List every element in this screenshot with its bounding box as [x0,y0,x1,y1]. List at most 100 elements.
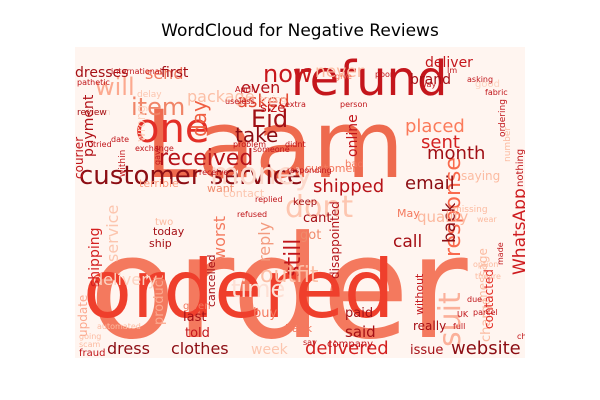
word-way: way [420,80,436,89]
word-day: day [187,100,211,137]
word-reply: reply [255,222,274,262]
word-person: person [340,100,367,109]
word-deliver: deliver [425,55,473,71]
word-theyre: theyre [475,272,501,281]
word-clothes: clothes [171,339,229,358]
word-never: never [315,62,364,82]
word-placed: placed [405,116,465,137]
word-order: order [89,206,468,358]
word-date: date [111,135,129,144]
word-return: return [83,108,111,118]
word-wear: wear [477,215,497,224]
word-worst: worst [210,216,229,260]
word-going: going [79,332,101,341]
word-ship: ship [149,237,172,250]
word-received: received [159,146,253,171]
word-option: option [473,260,498,269]
word-issue: issue [410,343,443,358]
word-even: even [241,78,280,97]
word-replied: replied [255,195,283,204]
word-bank: bank [285,322,313,335]
word-saying: saying [461,169,500,183]
word-quality: quality [417,208,468,226]
word-delay: delay [137,90,162,100]
word-scam: scam [79,340,100,349]
word-one: one [135,106,209,152]
word-wrong: wrong [134,105,148,142]
word-last: last [183,310,206,325]
word-extra: extra [285,100,306,109]
word-paid: paid [345,306,373,321]
word-send: send [145,64,183,83]
word-size: size [260,101,285,116]
word-outfit: outfit [260,263,319,288]
word-shipped: shipped [313,176,384,197]
word-two: two [155,217,173,228]
word-take: take [235,123,278,147]
word-dresses: dresses [75,65,128,81]
word-eid: Eid [251,105,288,133]
word-responding: responding [287,166,332,175]
word-money: money [210,157,313,192]
word-call: call [393,232,422,252]
word-good: good [475,79,500,90]
word-online: online [345,114,361,157]
word-message: message [476,248,490,302]
word-email: email [405,173,455,194]
word-pathetic: pathetic [77,78,110,87]
word-company: company [327,339,373,350]
word-response: response [441,157,466,257]
word-trying: trying [260,95,286,105]
word-number: number [503,127,513,162]
word-contact: contact [223,187,265,200]
word-buy: buy [253,306,277,321]
word-want: want [207,182,235,195]
word-dress: dress [107,339,150,358]
word-service: service [103,205,122,262]
word-told: told [185,326,210,341]
word-didnt: didnt [285,140,306,149]
word-contacted: contacted [482,269,496,329]
word-courier: courier [75,137,86,179]
word-missing: missing [453,205,488,215]
word-ordered: ordered [83,243,395,336]
word-tried: tried [93,140,112,149]
word-shipping: shipping [87,228,103,287]
word-exchange: exchange [135,144,174,153]
word-refused: refused [237,210,267,219]
word-useless: useless [225,97,255,106]
word-made: made [496,242,505,265]
word-update: update [76,295,90,337]
word-delivery: delivery [93,270,157,289]
word-time: time [231,275,285,303]
word-refund: refund [291,51,447,107]
word-within: within [118,150,128,177]
word-month: month [427,143,485,164]
word-delivered: delivered [305,338,389,358]
word-may: May [397,207,420,220]
word-disappointed: disappointed [328,201,342,279]
word-receive: receive [199,168,228,177]
word-really: really [413,319,446,333]
word-international: international [111,67,162,76]
word-give: give [335,72,352,81]
word-charge: charge [479,297,494,342]
word-product: product [152,275,167,325]
word-asked: asked [237,91,290,112]
word-due: due [467,295,482,304]
word-chat: chat [517,332,525,341]
word-automated: automated [97,322,141,331]
word-without: without [413,273,426,315]
word-review: review [77,108,107,118]
word-given: given [183,301,211,312]
word-laam: Laam [145,91,404,200]
word-poor: poor [375,70,394,79]
word-terrible: terrible [139,177,179,190]
word-whatsapp: WhatsApp [510,188,525,275]
word-customer-service: customer service [79,161,303,191]
word-brand: brand [410,72,451,88]
word-uk: UK [457,310,469,319]
